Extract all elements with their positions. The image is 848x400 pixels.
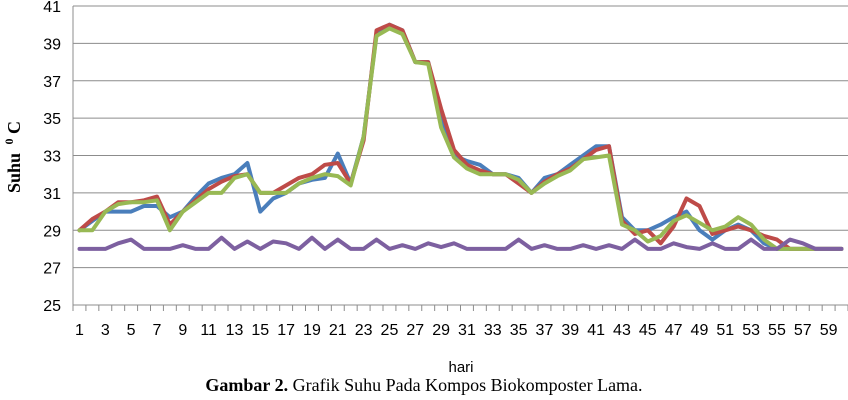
series-line-3 (77, 26, 844, 251)
y-tick-label: 29 (43, 223, 61, 240)
x-tick-label: 55 (768, 322, 786, 339)
x-tick-label: 19 (303, 322, 321, 339)
figure-caption-number: Gambar 2. (205, 375, 289, 395)
x-tick-label: 31 (458, 322, 476, 339)
y-tick-label: 31 (43, 186, 61, 203)
x-tick-label: 17 (277, 322, 295, 339)
x-tick-label: 1 (75, 322, 84, 339)
x-tick-label: 35 (510, 322, 528, 339)
x-tick-label: 41 (587, 322, 605, 339)
figure-caption-text: Grafik Suhu Pada Kompos Biokomposter Lam… (288, 375, 643, 395)
x-tick-label: 49 (691, 322, 709, 339)
figure-caption: Gambar 2. Grafik Suhu Pada Kompos Biokom… (0, 375, 848, 396)
series-line-2 (77, 22, 844, 251)
x-tick-label: 7 (153, 322, 162, 339)
y-tick-label: 33 (43, 149, 61, 166)
x-tick-label: 53 (742, 322, 760, 339)
x-tick-label: 43 (613, 322, 631, 339)
x-tick-label: 23 (355, 322, 373, 339)
x-tick-label: 5 (127, 322, 136, 339)
x-tick-label: 29 (432, 322, 450, 339)
y-tick-label: 41 (43, 0, 61, 16)
series-line-4 (77, 235, 844, 251)
x-tick-label: 25 (381, 322, 399, 339)
x-tick-label: 47 (665, 322, 683, 339)
x-tick-label: 21 (329, 322, 347, 339)
y-tick-label: 37 (43, 74, 61, 91)
x-axis-title: hari (448, 359, 473, 376)
y-axis-title-unit: C (4, 121, 24, 134)
series-line-1 (77, 22, 844, 251)
x-tick-label: 45 (639, 322, 657, 339)
y-tick-label: 25 (43, 298, 61, 315)
x-tick-label: 13 (226, 322, 244, 339)
x-tick-label: 11 (200, 322, 217, 339)
x-tick-label: 37 (536, 322, 554, 339)
y-tick-label: 27 (43, 261, 61, 278)
x-tick-label: 27 (406, 322, 424, 339)
x-tick-label: 3 (101, 322, 110, 339)
x-tick-label: 39 (561, 322, 579, 339)
x-tick-label: 15 (251, 322, 269, 339)
y-tick-label: 35 (43, 111, 61, 128)
axes (72, 6, 848, 311)
y-axis-title-superscript: 0 (2, 138, 16, 144)
x-tick-label: 9 (178, 322, 187, 339)
y-axis-title-text: Suhu (4, 153, 24, 193)
y-tick-label: 39 (43, 36, 61, 53)
x-tick-label: 57 (794, 322, 812, 339)
x-tick-label: 33 (484, 322, 502, 339)
x-tick-label: 51 (716, 322, 734, 339)
y-axis-title: Suhu 0 C (0, 121, 24, 193)
x-tick-label: 59 (820, 322, 838, 339)
series-lines (77, 22, 844, 251)
